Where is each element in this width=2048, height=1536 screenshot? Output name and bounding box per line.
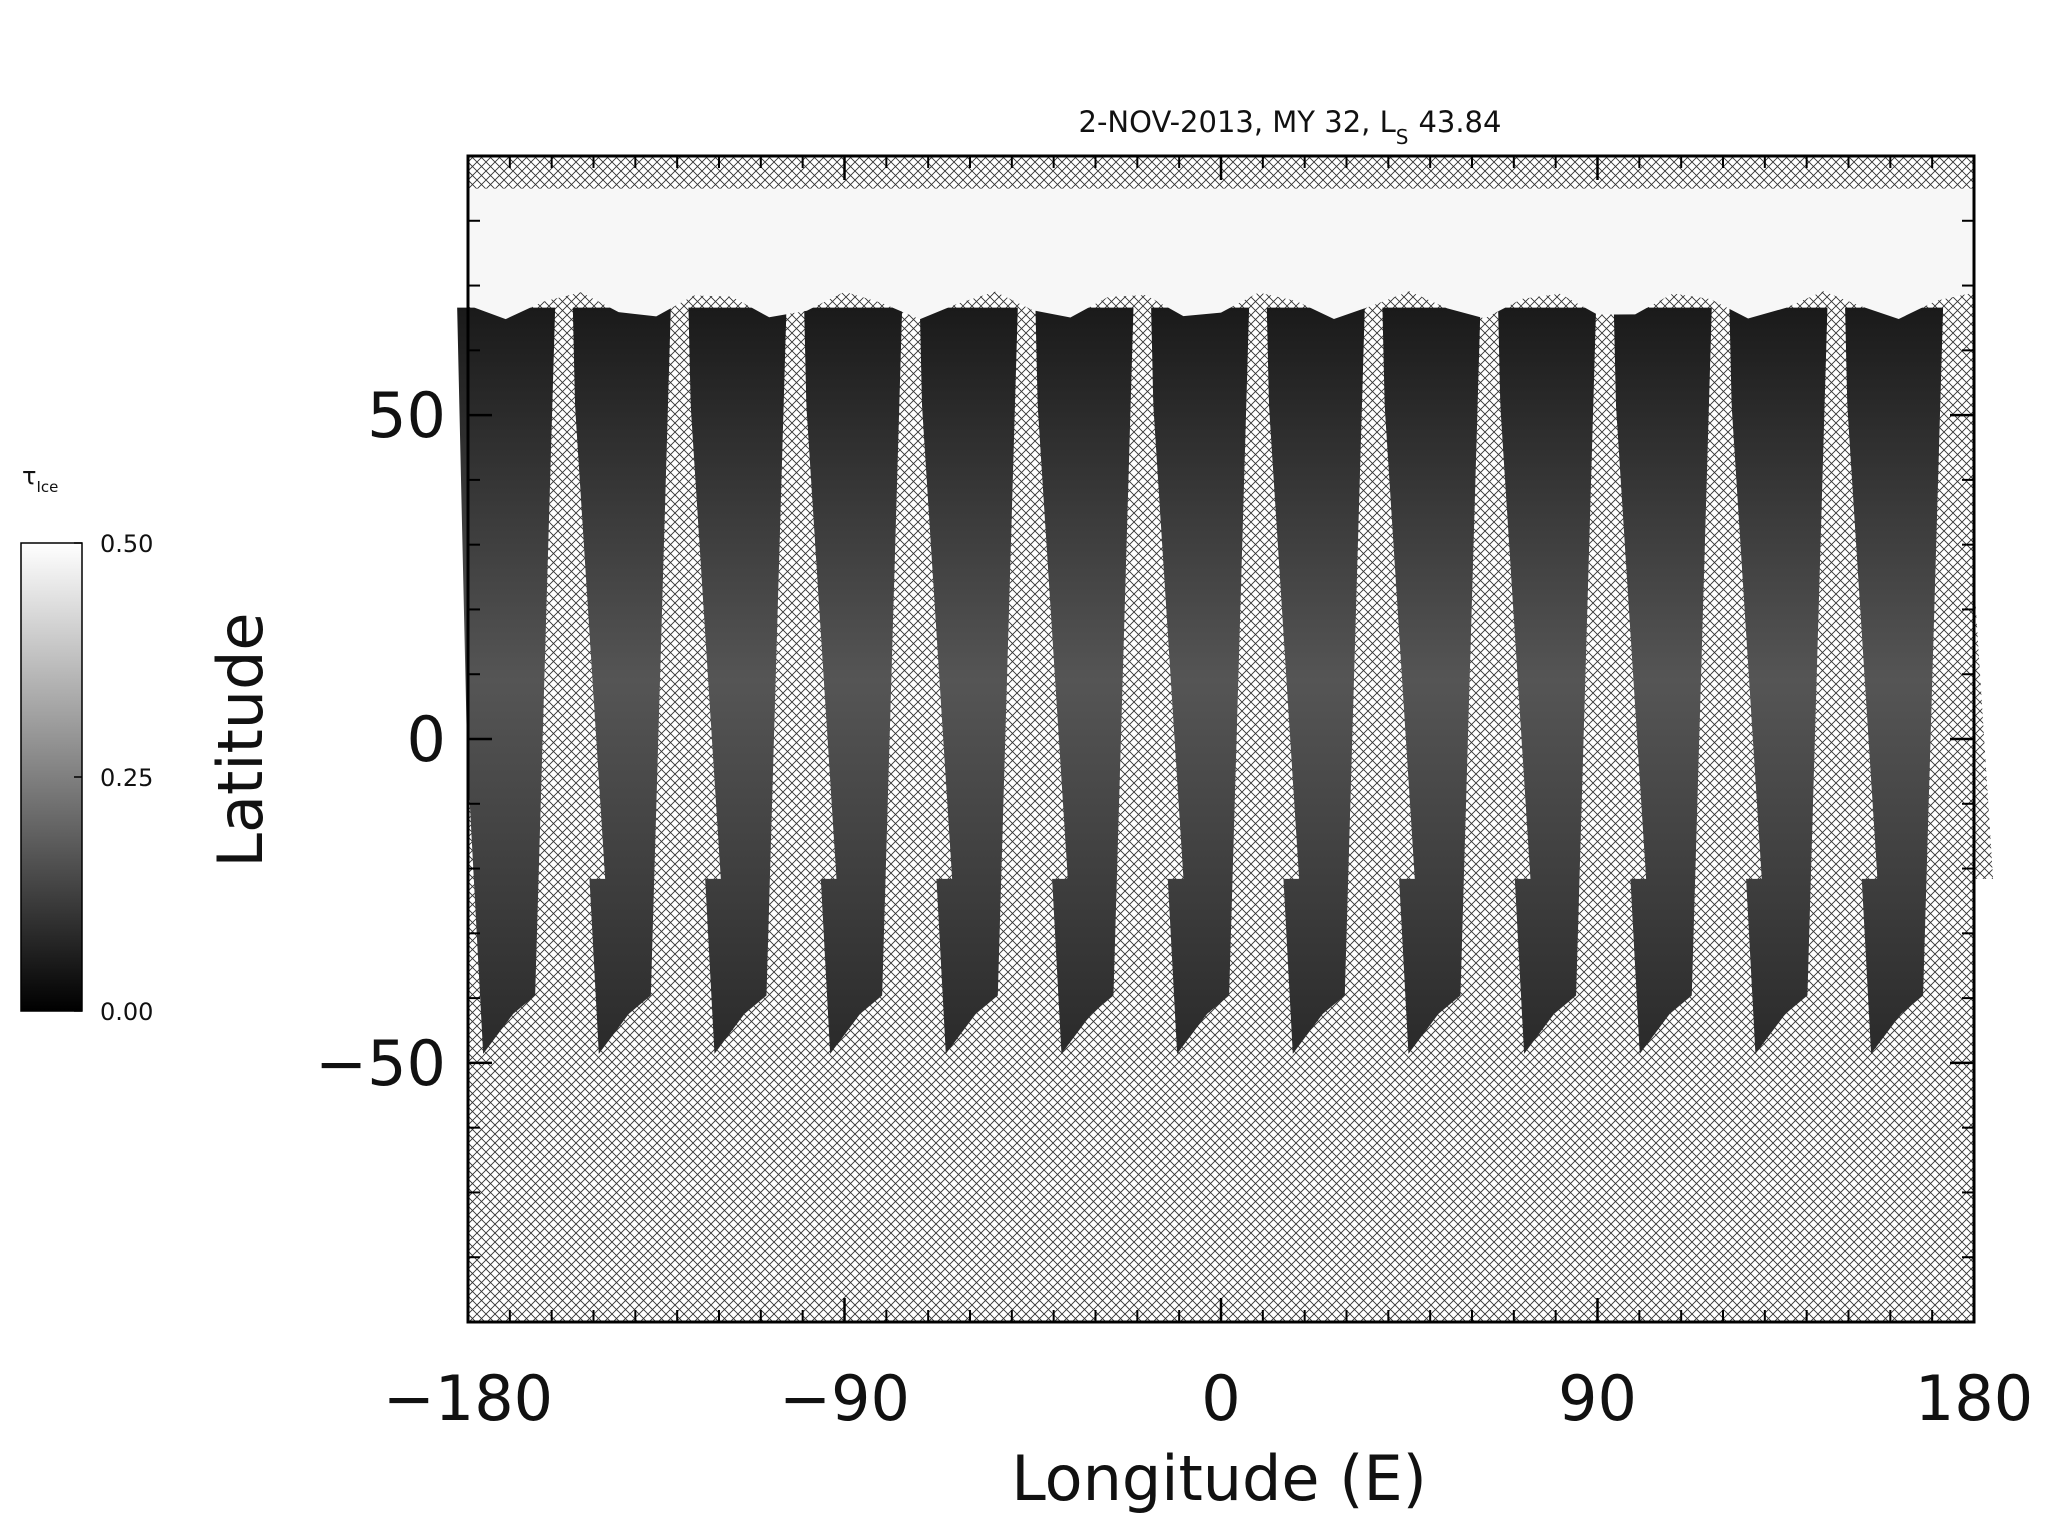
colorbar-tick-label: 0.00 <box>100 998 153 1026</box>
x-axis-label: Longitude (E) <box>1011 1442 1427 1515</box>
no-data-gap <box>557 313 606 879</box>
colorbar-subscript: Ice <box>36 478 58 496</box>
title-subscript: S <box>1396 125 1409 149</box>
no-data-gap <box>1251 313 1300 879</box>
title-text: 2-NOV-2013, MY 32, L <box>1079 105 1396 139</box>
no-data-gap <box>1135 313 1184 879</box>
y-tick-label: 50 <box>367 379 446 452</box>
no-data-gap <box>1945 313 1994 879</box>
x-tick-label: 180 <box>1915 1362 2033 1435</box>
no-data-gap <box>672 313 721 879</box>
polar-ice <box>468 188 1974 320</box>
x-tick-label: 90 <box>1558 1362 1637 1435</box>
colorbar-tick-label: 0.50 <box>100 530 153 558</box>
colorbar-tick-label: 0.25 <box>100 764 153 792</box>
title-suffix: 43.84 <box>1418 105 1501 139</box>
x-tick-label: −90 <box>779 1362 910 1435</box>
no-data-gap <box>1829 313 1878 879</box>
imagery-swath <box>457 307 556 1054</box>
colorbar-symbol: τ <box>22 462 36 490</box>
y-tick-label: 0 <box>407 703 446 776</box>
no-data-gap <box>1713 313 1762 879</box>
no-data-gap <box>1019 313 1068 879</box>
no-data-gap <box>1598 313 1647 879</box>
y-tick-label: −50 <box>315 1027 446 1100</box>
x-tick-label: −180 <box>383 1362 553 1435</box>
imagery-swaths <box>457 307 1994 1054</box>
colorbar <box>20 542 83 1012</box>
no-data-gap <box>788 313 837 879</box>
chart-title: 2-NOV-2013, MY 32, LS 43.84 <box>1079 105 1502 149</box>
colorbar-label: τIce <box>22 462 58 496</box>
no-data-gap <box>1482 313 1531 879</box>
no-data-gap <box>1366 313 1415 879</box>
x-tick-label: 0 <box>1201 1362 1240 1435</box>
no-data-gap <box>904 313 953 879</box>
y-axis-label: Latitude <box>204 612 277 867</box>
